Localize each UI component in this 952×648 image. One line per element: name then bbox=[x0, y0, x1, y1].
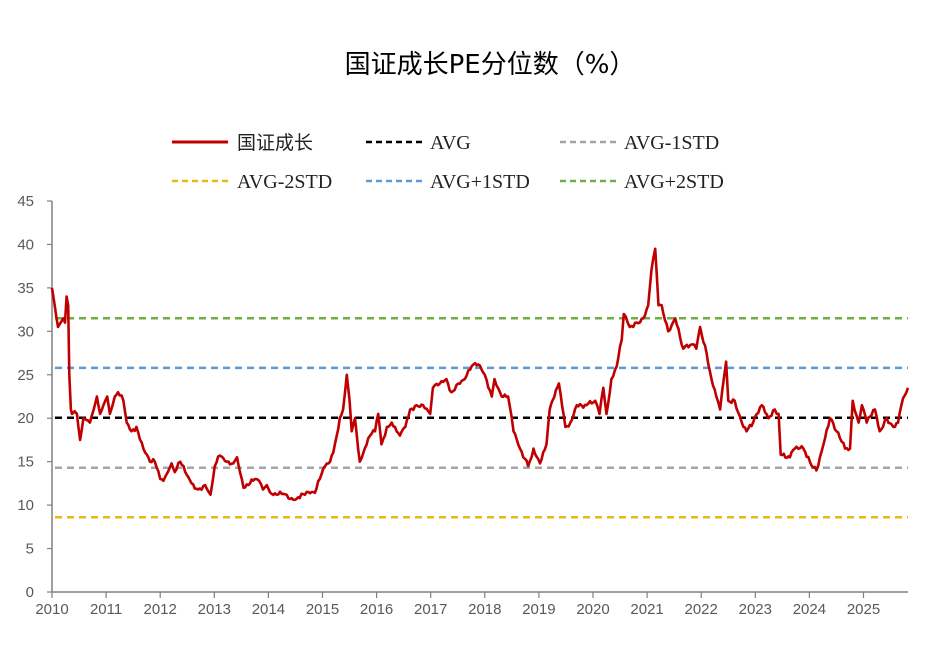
legend: 国证成长 AVG AVG-1STD AVG-2STD AVG+1STD AVG+… bbox=[172, 132, 724, 193]
legend-label: 国证成长 bbox=[237, 132, 313, 154]
legend-label: AVG+1STD bbox=[430, 171, 530, 193]
x-tick-label: 2024 bbox=[793, 601, 826, 618]
y-tick-label: 25 bbox=[17, 367, 34, 384]
x-tick-label: 2016 bbox=[360, 601, 393, 618]
x-tick-label: 2018 bbox=[468, 601, 501, 618]
y-tick-label: 45 bbox=[17, 193, 34, 210]
legend-item-avg-plus-1std: AVG+1STD bbox=[366, 171, 530, 193]
x-tick-label: 2013 bbox=[198, 601, 231, 618]
x-tick-label: 2012 bbox=[144, 601, 177, 618]
x-tick-label: 2010 bbox=[35, 601, 68, 618]
y-tick-label: 10 bbox=[17, 497, 34, 514]
x-tick-label: 2015 bbox=[306, 601, 339, 618]
y-tick-label: 15 bbox=[17, 454, 34, 471]
series bbox=[50, 247, 910, 502]
y-tick-label: 0 bbox=[26, 584, 34, 601]
x-tick-label: 2019 bbox=[522, 601, 555, 618]
legend-label: AVG-2STD bbox=[237, 171, 332, 193]
chart-title: 国证成长PE分位数（%） bbox=[345, 50, 636, 80]
legend-item-avg: AVG bbox=[366, 132, 471, 154]
x-tick-label: 2014 bbox=[252, 601, 285, 618]
x-tick-label: 2021 bbox=[630, 601, 663, 618]
series-line-main bbox=[50, 247, 910, 502]
legend-label: AVG-1STD bbox=[624, 132, 719, 154]
y-tick-label: 5 bbox=[26, 541, 34, 558]
x-tick-label: 2025 bbox=[847, 601, 880, 618]
y-tick-label: 35 bbox=[17, 280, 34, 297]
y-tick-label: 40 bbox=[17, 236, 34, 253]
x-tick-label: 2023 bbox=[739, 601, 772, 618]
x-tick-label: 2022 bbox=[685, 601, 718, 618]
x-tick-label: 2011 bbox=[90, 601, 122, 618]
legend-item-avg-minus-1std: AVG-1STD bbox=[560, 132, 719, 154]
legend-item-main: 国证成长 bbox=[172, 132, 313, 154]
legend-item-avg-plus-2std: AVG+2STD bbox=[560, 171, 724, 193]
legend-label: AVG bbox=[430, 132, 471, 154]
y-tick-label: 30 bbox=[17, 323, 34, 340]
legend-item-avg-minus-2std: AVG-2STD bbox=[172, 171, 332, 193]
legend-label: AVG+2STD bbox=[624, 171, 724, 193]
x-tick-label: 2020 bbox=[576, 601, 609, 618]
x-tick-label: 2017 bbox=[414, 601, 447, 618]
y-tick-label: 20 bbox=[17, 410, 34, 427]
